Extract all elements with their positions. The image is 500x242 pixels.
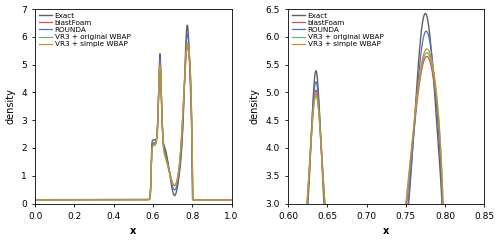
Line: blastFoam: blastFoam bbox=[0, 56, 500, 242]
Exact bbox=[204, 198, 210, 201]
VR3 + original WBAP bbox=[116, 198, 122, 201]
Legend: Exact, blastFoam, ROUNDA, VR3 + original WBAP, VR3 + simple WBAP: Exact, blastFoam, ROUNDA, VR3 + original… bbox=[290, 11, 385, 49]
Line: ROUNDA: ROUNDA bbox=[0, 31, 500, 242]
Exact bbox=[66, 198, 72, 201]
Line: Exact: Exact bbox=[0, 14, 500, 242]
ROUNDA bbox=[32, 198, 38, 201]
VR3 + original WBAP bbox=[54, 198, 60, 201]
Line: blastFoam: blastFoam bbox=[35, 47, 232, 200]
VR3 + simple WBAP bbox=[228, 198, 234, 201]
Exact bbox=[224, 198, 230, 201]
VR3 + original WBAP bbox=[66, 198, 72, 201]
VR3 + simple WBAP bbox=[66, 198, 72, 201]
VR3 + simple WBAP bbox=[224, 198, 230, 201]
ROUNDA bbox=[116, 198, 122, 201]
blastFoam bbox=[54, 198, 60, 201]
Line: VR3 + simple WBAP: VR3 + simple WBAP bbox=[0, 49, 500, 242]
blastFoam bbox=[228, 198, 234, 201]
ROUNDA bbox=[224, 198, 230, 201]
VR3 + original WBAP bbox=[204, 198, 210, 201]
Exact bbox=[108, 198, 114, 201]
VR3 + original WBAP bbox=[108, 198, 114, 201]
ROUNDA bbox=[423, 30, 429, 33]
X-axis label: x: x bbox=[130, 227, 136, 236]
X-axis label: x: x bbox=[383, 227, 390, 236]
Line: VR3 + original WBAP: VR3 + original WBAP bbox=[35, 45, 232, 200]
blastFoam bbox=[184, 45, 190, 48]
Line: VR3 + original WBAP: VR3 + original WBAP bbox=[0, 53, 500, 242]
Y-axis label: density: density bbox=[6, 88, 16, 124]
VR3 + original WBAP bbox=[424, 51, 430, 54]
blastFoam bbox=[32, 198, 38, 201]
VR3 + simple WBAP bbox=[204, 198, 210, 201]
VR3 + simple WBAP bbox=[184, 41, 190, 44]
blastFoam bbox=[224, 198, 230, 201]
VR3 + original WBAP bbox=[228, 198, 234, 201]
VR3 + simple WBAP bbox=[108, 198, 114, 201]
ROUNDA bbox=[108, 198, 114, 201]
ROUNDA bbox=[66, 198, 72, 201]
VR3 + original WBAP bbox=[32, 198, 38, 201]
Exact bbox=[32, 198, 38, 201]
VR3 + simple WBAP bbox=[424, 47, 430, 50]
Line: Exact: Exact bbox=[35, 25, 232, 200]
ROUNDA bbox=[204, 198, 210, 201]
Line: ROUNDA: ROUNDA bbox=[35, 34, 232, 200]
blastFoam bbox=[66, 198, 72, 201]
VR3 + simple WBAP bbox=[32, 198, 38, 201]
Exact bbox=[54, 198, 60, 201]
Legend: Exact, blastFoam, ROUNDA, VR3 + original WBAP, VR3 + simple WBAP: Exact, blastFoam, ROUNDA, VR3 + original… bbox=[38, 11, 132, 49]
blastFoam bbox=[116, 198, 122, 201]
Exact bbox=[422, 12, 428, 15]
blastFoam bbox=[204, 198, 210, 201]
blastFoam bbox=[108, 198, 114, 201]
Exact bbox=[116, 198, 122, 201]
Exact bbox=[228, 198, 234, 201]
Line: VR3 + simple WBAP: VR3 + simple WBAP bbox=[35, 43, 232, 200]
VR3 + original WBAP bbox=[224, 198, 230, 201]
ROUNDA bbox=[54, 198, 60, 201]
VR3 + original WBAP bbox=[184, 43, 190, 46]
VR3 + simple WBAP bbox=[54, 198, 60, 201]
Y-axis label: density: density bbox=[250, 88, 260, 124]
ROUNDA bbox=[228, 198, 234, 201]
blastFoam bbox=[424, 55, 430, 58]
Exact bbox=[184, 24, 190, 27]
ROUNDA bbox=[184, 33, 190, 36]
VR3 + simple WBAP bbox=[116, 198, 122, 201]
